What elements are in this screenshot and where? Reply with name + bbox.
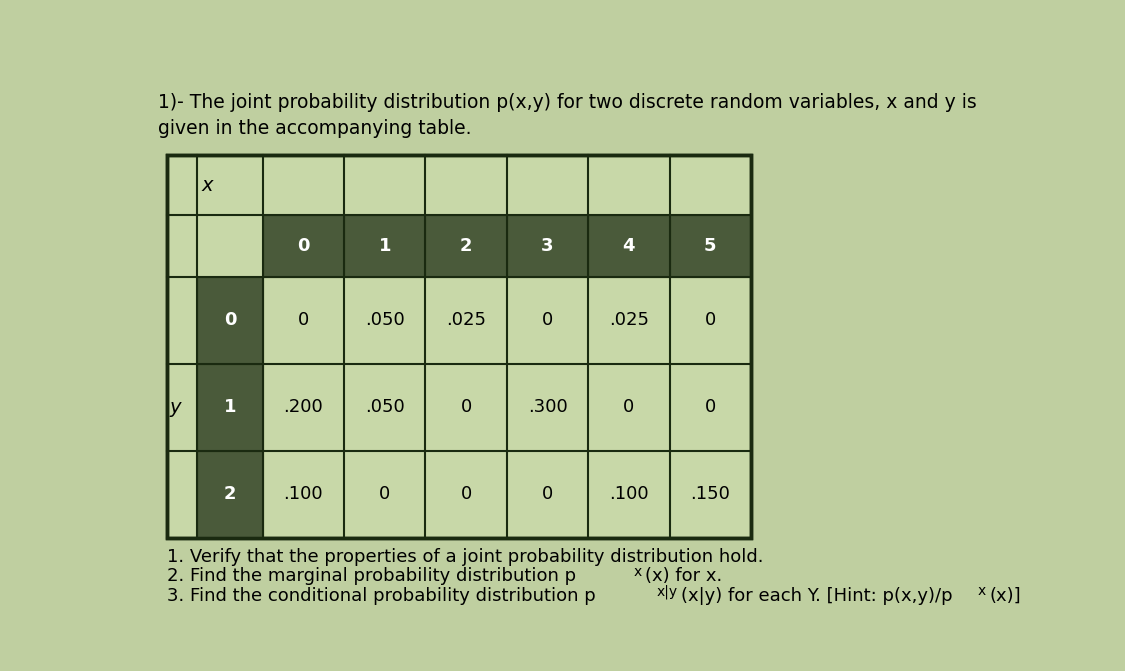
Text: x: x — [201, 176, 213, 195]
Text: 0: 0 — [298, 311, 309, 329]
Text: 1. Verify that the properties of a joint probability distribution hold.: 1. Verify that the properties of a joint… — [166, 548, 763, 566]
Text: (x)]: (x)] — [990, 587, 1022, 605]
Bar — [425, 215, 506, 277]
Text: x: x — [978, 584, 986, 599]
Bar — [197, 277, 263, 364]
Text: 4: 4 — [622, 237, 636, 255]
Text: 0: 0 — [623, 399, 634, 416]
Text: 0: 0 — [542, 311, 554, 329]
Bar — [166, 156, 752, 537]
Text: 2: 2 — [224, 485, 236, 503]
Text: x|y: x|y — [657, 584, 678, 599]
Text: (x|y) for each Y. [Hint: p(x,y)/p: (x|y) for each Y. [Hint: p(x,y)/p — [682, 587, 953, 605]
Bar — [506, 215, 588, 277]
Text: x: x — [633, 564, 641, 578]
Text: 0: 0 — [704, 311, 716, 329]
Text: 0: 0 — [460, 485, 471, 503]
Text: 1: 1 — [378, 237, 391, 255]
Bar — [263, 215, 344, 277]
Bar — [197, 364, 263, 451]
Text: 0: 0 — [224, 311, 236, 329]
Text: 0: 0 — [704, 399, 716, 416]
Bar — [588, 215, 669, 277]
Text: .050: .050 — [364, 311, 405, 329]
Text: 0: 0 — [379, 485, 390, 503]
Text: (x) for x.: (x) for x. — [646, 567, 722, 585]
Text: .025: .025 — [447, 311, 486, 329]
Text: 2. Find the marginal probability distribution p: 2. Find the marginal probability distrib… — [166, 567, 576, 585]
Text: .100: .100 — [609, 485, 649, 503]
Text: y: y — [170, 398, 181, 417]
Bar — [669, 215, 752, 277]
Text: 1: 1 — [224, 399, 236, 416]
Text: 0: 0 — [297, 237, 309, 255]
Text: given in the accompanying table.: given in the accompanying table. — [158, 119, 471, 138]
Text: .100: .100 — [284, 485, 323, 503]
Text: .300: .300 — [528, 399, 567, 416]
Text: 0: 0 — [542, 485, 554, 503]
Text: 5: 5 — [704, 237, 717, 255]
Text: 0: 0 — [460, 399, 471, 416]
Text: .050: .050 — [364, 399, 405, 416]
Text: 3: 3 — [541, 237, 554, 255]
Bar — [344, 215, 425, 277]
Bar — [166, 156, 752, 537]
Text: 3. Find the conditional probability distribution p: 3. Find the conditional probability dist… — [166, 587, 595, 605]
Text: 1)- The joint probability distribution p(x,y) for two discrete random variables,: 1)- The joint probability distribution p… — [158, 93, 976, 113]
Text: .025: .025 — [609, 311, 649, 329]
Text: 2: 2 — [460, 237, 472, 255]
Text: .150: .150 — [691, 485, 730, 503]
Text: .200: .200 — [284, 399, 323, 416]
Bar — [197, 451, 263, 537]
